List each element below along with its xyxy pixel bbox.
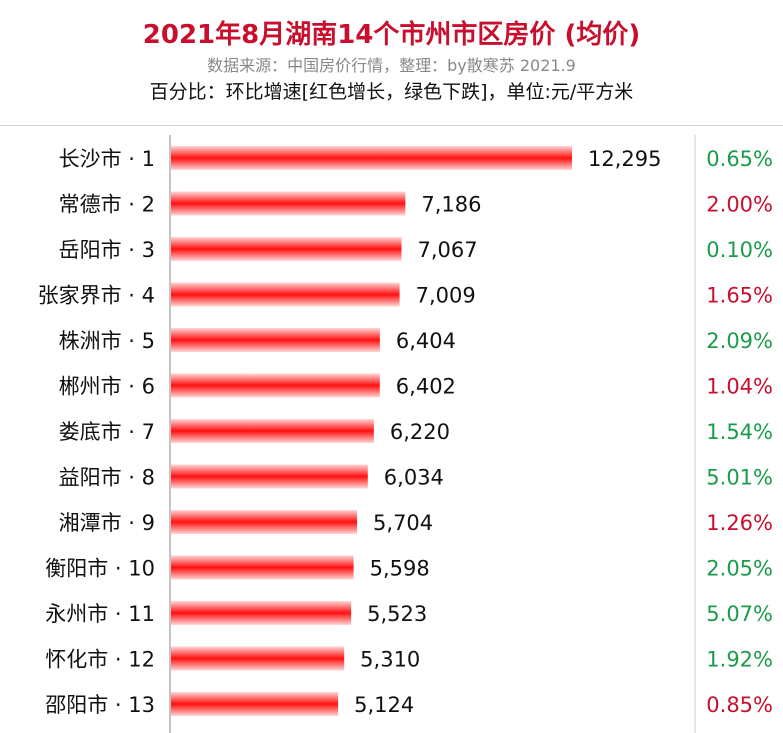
category-label: 湘潭市 · 9 xyxy=(59,511,155,535)
category-label: 张家界市 · 4 xyxy=(38,284,155,308)
chart-note: 百分比：环比增速[红色增长，绿色下跌]，单位:元/平方米 xyxy=(149,81,634,103)
value-label: 7,186 xyxy=(421,193,481,217)
value-label: 5,598 xyxy=(370,557,430,581)
change-label: 0.10% xyxy=(706,238,773,262)
change-label: 0.65% xyxy=(706,147,773,171)
change-label: 1.26% xyxy=(706,511,773,535)
category-label: 永州市 · 11 xyxy=(45,602,155,626)
category-label: 邵阳市 · 13 xyxy=(45,693,155,717)
value-label: 5,124 xyxy=(354,693,414,717)
bar xyxy=(171,328,380,352)
value-label: 5,523 xyxy=(367,602,427,626)
value-label: 6,404 xyxy=(396,329,456,353)
bar xyxy=(171,464,368,489)
bar xyxy=(171,282,400,307)
change-label: 1.65% xyxy=(706,284,773,308)
bar xyxy=(171,146,572,170)
bar xyxy=(171,419,374,443)
category-label: 常德市 · 2 xyxy=(59,193,155,217)
change-label: 2.09% xyxy=(706,329,773,353)
category-label: 郴州市 · 6 xyxy=(59,375,155,399)
bar xyxy=(171,191,406,216)
chart-title: 2021年8月湖南14个市州市区房价 (均价) xyxy=(142,20,641,50)
value-label: 12,295 xyxy=(588,147,661,171)
bar xyxy=(171,373,380,398)
bar xyxy=(171,646,345,671)
change-label: 1.04% xyxy=(706,375,773,399)
bar xyxy=(171,510,358,534)
category-label: 岳阳市 · 3 xyxy=(59,238,155,262)
change-label: 0.85% xyxy=(706,693,773,717)
change-label: 5.07% xyxy=(706,602,773,626)
category-label: 娄底市 · 7 xyxy=(59,420,155,444)
value-label: 5,704 xyxy=(373,511,433,535)
category-label: 长沙市 · 1 xyxy=(59,147,155,171)
value-label: 6,402 xyxy=(396,375,456,399)
value-label: 6,034 xyxy=(384,466,444,490)
value-label: 6,220 xyxy=(390,420,450,444)
header-divider xyxy=(0,125,783,126)
change-label: 1.54% xyxy=(706,420,773,444)
value-label: 7,009 xyxy=(416,284,476,308)
category-label: 益阳市 · 8 xyxy=(59,466,155,490)
bar xyxy=(171,601,352,625)
chart-subtitle: 数据来源：中国房价行情，整理：by散寒苏 2021.9 xyxy=(207,56,576,75)
value-label: 5,310 xyxy=(360,648,420,672)
value-label: 7,067 xyxy=(417,238,477,262)
category-label: 株洲市 · 5 xyxy=(59,329,155,353)
bar xyxy=(171,555,354,580)
category-label: 怀化市 · 12 xyxy=(45,648,155,672)
change-label: 2.00% xyxy=(706,193,773,217)
bar xyxy=(171,237,402,261)
bar xyxy=(171,692,339,716)
category-label: 衡阳市 · 10 xyxy=(45,557,155,581)
change-label: 1.92% xyxy=(706,648,773,672)
change-label: 2.05% xyxy=(706,557,773,581)
change-label: 5.01% xyxy=(706,466,773,490)
